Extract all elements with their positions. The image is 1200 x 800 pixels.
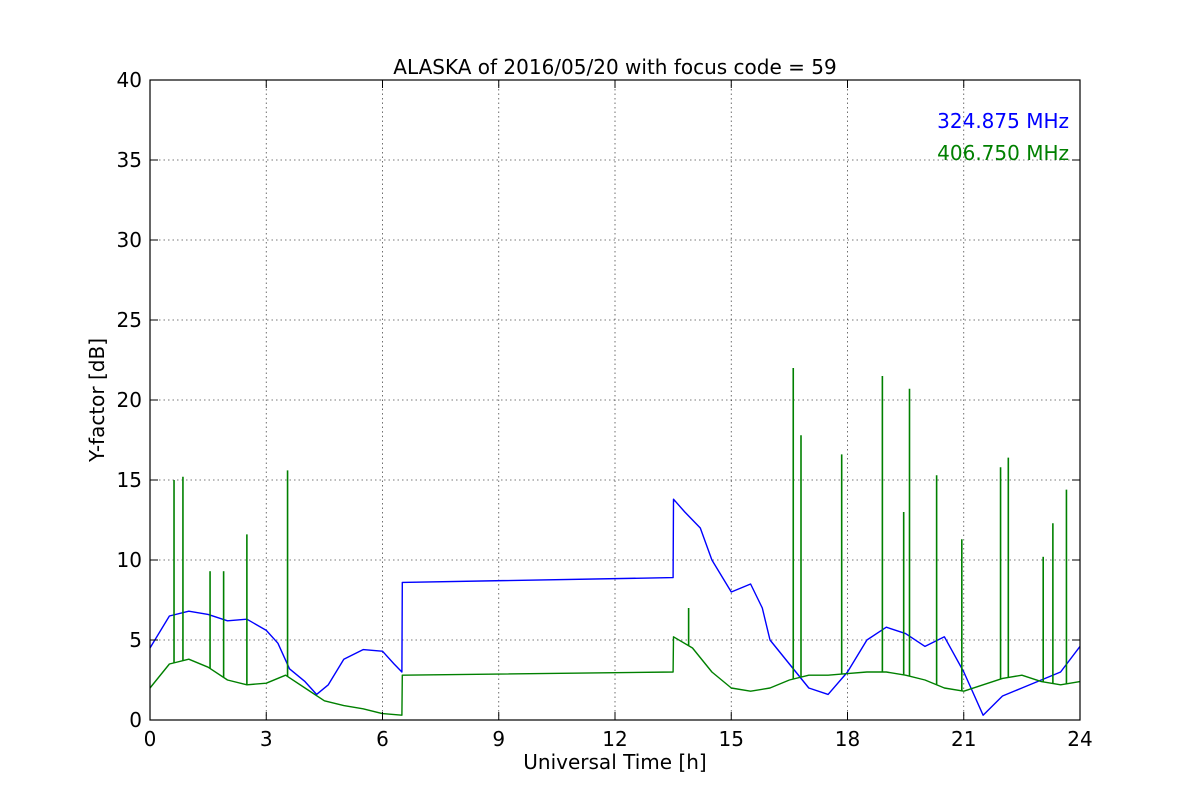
y-axis-label: Y-factor [dB]	[85, 338, 109, 463]
y-tick-label: 25	[117, 308, 142, 332]
x-tick-label: 24	[1067, 727, 1092, 751]
y-tick-label: 0	[129, 708, 142, 732]
legend: 324.875 MHz 406.750 MHz	[937, 109, 1069, 165]
y-tick-label: 35	[117, 148, 142, 172]
y-tick-label: 15	[117, 468, 142, 492]
legend-entry-1: 406.750 MHz	[937, 141, 1069, 165]
series-line-0	[149, 498, 1081, 716]
legend-entry-0: 324.875 MHz	[937, 109, 1069, 133]
y-tick-label: 5	[129, 628, 142, 652]
y-tick-label: 30	[117, 228, 142, 252]
x-tick-label: 3	[260, 727, 273, 751]
y-tick-label: 40	[117, 68, 142, 92]
x-tick-label: 6	[376, 727, 389, 751]
x-tick-label: 21	[951, 727, 976, 751]
x-tick-label: 12	[602, 727, 627, 751]
x-tick-label: 9	[492, 727, 505, 751]
x-axis-label: Universal Time [h]	[523, 750, 706, 774]
y-tick-label: 10	[117, 548, 142, 572]
tick-layer: 0 3 6 9 12 15 18 21 24 0 5 10 15 20 25 30 35 40	[117, 68, 1093, 751]
x-tick-label: 18	[835, 727, 860, 751]
y-tick-label: 20	[117, 388, 142, 412]
series-layer	[149, 368, 1081, 716]
chart-title: ALASKA of 2016/05/20 with focus code = 5…	[393, 55, 836, 79]
grid-layer	[150, 80, 1080, 720]
x-tick-label: 0	[144, 727, 157, 751]
series-line-1	[149, 636, 1081, 716]
x-tick-label: 15	[719, 727, 744, 751]
